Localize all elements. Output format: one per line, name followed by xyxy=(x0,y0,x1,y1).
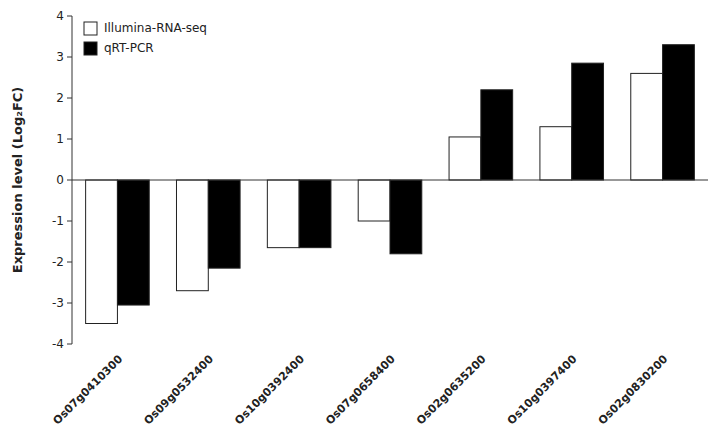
y-tick-label: -3 xyxy=(52,296,64,310)
y-axis: -4 -3 -2 -1 0 1 2 3 4 xyxy=(52,9,72,351)
y-tick xyxy=(67,221,72,222)
x-tick-label: Os09g0532400 xyxy=(141,352,216,427)
bar xyxy=(208,180,240,268)
chart-svg: -4-3-2-101234Os07g0410300Os09g0532400Os1… xyxy=(0,0,724,446)
bar xyxy=(481,90,513,180)
bar xyxy=(267,180,299,248)
x-tick-label: Os02g0635200 xyxy=(414,352,489,427)
bar xyxy=(663,45,695,180)
y-tick-label: 3 xyxy=(56,50,64,64)
bar xyxy=(86,180,118,324)
bar xyxy=(299,180,331,248)
legend-swatch xyxy=(84,42,97,55)
x-tick-label: Os02g0830200 xyxy=(596,352,671,427)
legend-label: Illumina-RNA-seq xyxy=(104,21,207,35)
y-tick xyxy=(67,303,72,304)
y-tick xyxy=(67,180,72,181)
chart-container: -4-3-2-101234Os07g0410300Os09g0532400Os1… xyxy=(0,0,724,446)
y-tick-label: 0 xyxy=(56,173,64,187)
y-tick xyxy=(67,344,72,345)
x-tick-label: Os07g0658400 xyxy=(323,352,398,427)
x-tick-label: Os10g0392400 xyxy=(232,352,307,427)
y-tick-label: -2 xyxy=(52,255,64,269)
y-tick-label: 1 xyxy=(56,132,64,146)
legend: Illumina-RNA-seq qRT-PCR xyxy=(84,21,207,55)
bar xyxy=(390,180,422,254)
y-tick-label: 2 xyxy=(56,91,64,105)
y-tick xyxy=(67,139,72,140)
legend-label: qRT-PCR xyxy=(104,41,154,55)
y-tick xyxy=(67,98,72,99)
bars xyxy=(86,45,695,324)
bar xyxy=(540,127,572,180)
y-tick-label: -4 xyxy=(52,337,64,351)
y-tick-label: 4 xyxy=(56,9,64,23)
bar xyxy=(358,180,390,221)
zero-line xyxy=(72,180,708,181)
legend-swatch xyxy=(84,22,97,35)
y-axis-label: Expression level (Log₂FC) xyxy=(10,87,25,274)
y-tick xyxy=(67,57,72,58)
x-tick-label: Os07g0410300 xyxy=(50,352,125,427)
bar xyxy=(572,63,604,180)
bar xyxy=(117,180,149,305)
bar xyxy=(449,137,481,180)
y-tick xyxy=(67,16,72,17)
bar xyxy=(176,180,208,291)
y-tick-label: -1 xyxy=(52,214,64,228)
x-tick-label: Os10g0397400 xyxy=(505,352,580,427)
y-tick xyxy=(67,262,72,263)
bar xyxy=(631,73,663,180)
x-axis: Os07g0410300Os09g0532400Os10g0392400Os07… xyxy=(50,180,708,427)
